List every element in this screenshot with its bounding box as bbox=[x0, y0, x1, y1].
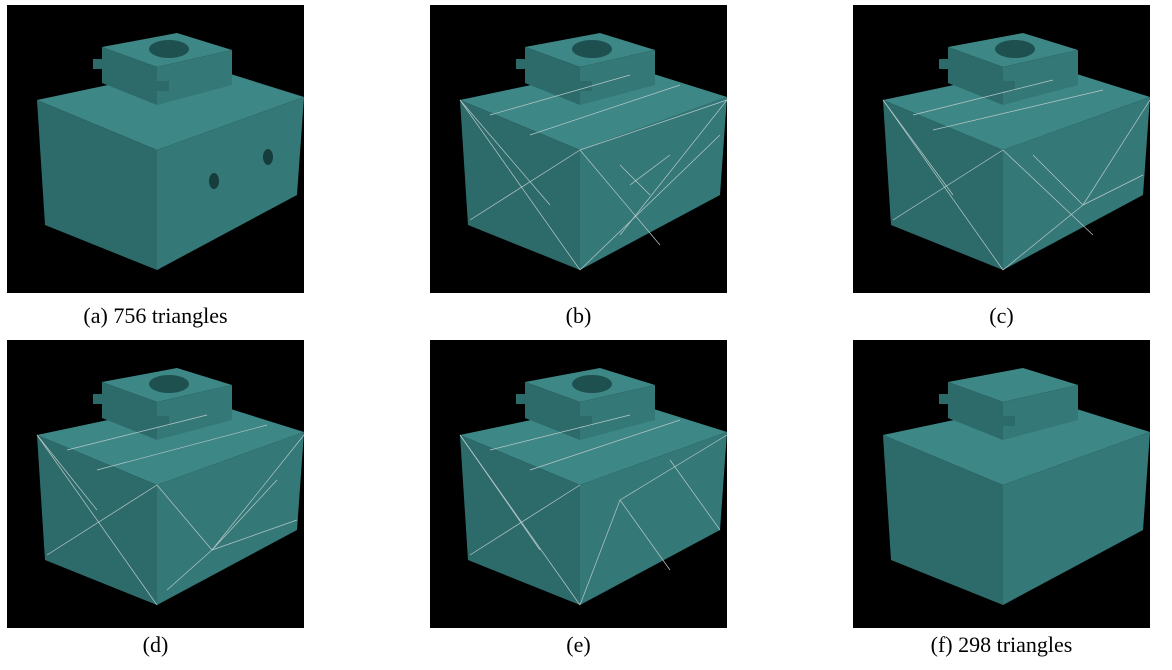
panel bbox=[853, 5, 1150, 293]
peg bbox=[1003, 416, 1015, 426]
peg bbox=[516, 394, 528, 404]
panel bbox=[430, 5, 727, 293]
peg bbox=[1003, 81, 1015, 91]
peg bbox=[516, 59, 528, 69]
panel bbox=[853, 340, 1150, 628]
panel bbox=[430, 340, 727, 628]
hole bbox=[572, 40, 612, 58]
panel-caption: (d) bbox=[143, 632, 169, 657]
hole bbox=[149, 40, 189, 58]
hole bbox=[995, 40, 1035, 58]
panel-caption: (e) bbox=[566, 632, 590, 657]
side-hole bbox=[209, 173, 219, 189]
page: (a) 756 triangles (b) (c) (d) (e) (f) 298 tri… bbox=[0, 0, 1172, 670]
panel-caption: (f) 298 triangles bbox=[931, 632, 1073, 657]
hole bbox=[572, 375, 612, 393]
panel-caption: (c) bbox=[989, 303, 1013, 328]
panel bbox=[7, 340, 304, 628]
peg bbox=[157, 416, 169, 426]
peg bbox=[939, 59, 951, 69]
peg bbox=[93, 59, 105, 69]
hole bbox=[149, 375, 189, 393]
panel-caption: (b) bbox=[566, 303, 592, 328]
peg bbox=[157, 81, 169, 91]
panel bbox=[7, 5, 304, 293]
figure: (a) 756 triangles (b) (c) (d) (e) (f) 298 tri… bbox=[0, 0, 1172, 670]
peg bbox=[580, 81, 592, 91]
panel-caption: (a) 756 triangles bbox=[83, 303, 227, 328]
peg bbox=[939, 394, 951, 404]
peg bbox=[580, 416, 592, 426]
side-hole bbox=[263, 149, 273, 165]
peg bbox=[93, 394, 105, 404]
